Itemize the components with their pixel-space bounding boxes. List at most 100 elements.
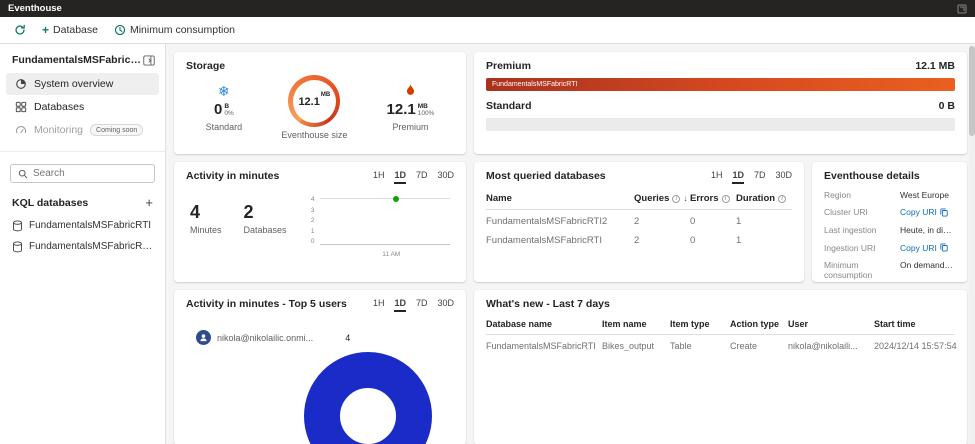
- detail-label: Minimum consumption: [824, 260, 873, 281]
- kql-databases-header: KQL databases: [12, 197, 89, 209]
- detail-label: Region: [824, 189, 851, 200]
- cell-queries: 2: [634, 216, 640, 227]
- copy-ingestion-uri-link[interactable]: Copy URI: [900, 243, 948, 253]
- chart-data-point[interactable]: [392, 195, 399, 202]
- add-database-button[interactable]: + Database: [35, 21, 105, 39]
- premium-bar-label: FundamentalsMSFabricRTI: [492, 81, 578, 88]
- refresh-icon: [14, 24, 26, 36]
- cell-name: FundamentalsMSFabricRTI2: [486, 216, 608, 227]
- col-errors[interactable]: Errors i: [690, 193, 736, 204]
- standard-row-label: Standard: [486, 100, 532, 112]
- tab-7d[interactable]: 7D: [753, 170, 766, 180]
- table-row[interactable]: FundamentalsMSFabricRTI Bikes_output Tab…: [486, 335, 957, 357]
- whats-new-header: Database name Item name Item type Action…: [486, 310, 955, 335]
- search-icon: [18, 169, 28, 179]
- cell-database: FundamentalsMSFabricRTI: [486, 341, 596, 351]
- main-dashboard: Storage ❄ 0 B 0% Standard 12.1MB Eventhous: [166, 44, 975, 444]
- search-input[interactable]: [33, 168, 147, 179]
- tab-1d[interactable]: 1D: [732, 170, 744, 184]
- col-duration[interactable]: Duration i: [736, 193, 792, 204]
- detail-label: Last ingestion: [824, 224, 877, 235]
- tab-1d[interactable]: 1D: [394, 298, 406, 312]
- ytick: 4: [310, 196, 315, 203]
- refresh-button[interactable]: [7, 21, 33, 39]
- detail-row: Region West Europe: [824, 190, 955, 200]
- databases-icon: [14, 101, 27, 113]
- detail-value: West Europe: [900, 189, 949, 200]
- col-item-name[interactable]: Item name: [602, 319, 647, 329]
- premium-storage-metric: 12.1 MB 100% Premium: [387, 83, 435, 132]
- gauge-unit: MB: [320, 92, 331, 98]
- cell-duration: 1: [736, 235, 742, 246]
- kql-database-item[interactable]: FundamentalsMSFabricRTI2: [0, 236, 165, 257]
- databases-value: 2: [243, 202, 254, 222]
- col-name[interactable]: Name: [486, 193, 512, 204]
- add-kql-database-icon[interactable]: +: [145, 195, 153, 210]
- premium-usage-card: Premium 12.1 MB FundamentalsMSFabricRTI …: [474, 52, 967, 154]
- tab-30d[interactable]: 30D: [437, 298, 454, 308]
- premium-pct: 100%: [417, 110, 435, 118]
- detail-label: Cluster URI: [824, 207, 868, 218]
- activity-card: Activity in minutes 1H 1D 7D 30D 4 Minut…: [174, 162, 466, 282]
- tab-30d[interactable]: 30D: [775, 170, 792, 180]
- chart-gridline: [319, 198, 450, 199]
- table-row[interactable]: FundamentalsMSFabricRTI2 2 0 1: [486, 210, 792, 229]
- minimum-consumption-button[interactable]: Minimum consumption: [107, 21, 242, 39]
- tab-30d[interactable]: 30D: [437, 170, 454, 180]
- tab-1h[interactable]: 1H: [372, 298, 385, 308]
- eventhouse-details-card: Eventhouse details Region West Europe Cl…: [812, 162, 967, 282]
- col-label: Duration: [736, 193, 776, 204]
- expand-icon[interactable]: [957, 4, 967, 14]
- collapse-pane-icon[interactable]: [143, 54, 155, 66]
- detail-row: Cluster URI Copy URI: [824, 207, 955, 217]
- overview-icon: [14, 78, 27, 90]
- coming-soon-badge: Coming soon: [90, 124, 144, 136]
- monitoring-icon: [14, 124, 27, 136]
- cell-errors: 0: [690, 235, 696, 246]
- table-row[interactable]: FundamentalsMSFabricRTI 2 0 1: [486, 229, 792, 248]
- most-queried-title: Most queried databases: [486, 170, 606, 182]
- col-start-time[interactable]: Start time: [874, 319, 916, 329]
- kql-database-name: FundamentalsMSFabricRTI: [29, 220, 152, 231]
- scrollbar-thumb[interactable]: [969, 46, 975, 136]
- col-item-type[interactable]: Item type: [670, 319, 710, 329]
- top-users-card: Activity in minutes - Top 5 users 1H 1D …: [174, 290, 466, 444]
- vertical-scrollbar[interactable]: [969, 44, 975, 444]
- cell-name: FundamentalsMSFabricRTI: [486, 235, 602, 246]
- donut-chart[interactable]: [304, 352, 432, 444]
- copy-cluster-uri-link[interactable]: Copy URI: [900, 207, 948, 217]
- gauge-label: Eventhouse size: [281, 130, 348, 140]
- divider: [0, 151, 165, 152]
- sidebar-item-databases[interactable]: Databases: [6, 96, 159, 118]
- standard-storage-metric: ❄ 0 B 0% Standard: [206, 83, 243, 132]
- search-input-wrap: [10, 164, 155, 183]
- info-icon: i: [672, 194, 681, 203]
- eventhouse-name: FundamentalsMSFabricRTI: [12, 54, 143, 66]
- col-action-type[interactable]: Action type: [730, 319, 780, 329]
- tab-1d[interactable]: 1D: [394, 170, 406, 184]
- tab-1h[interactable]: 1H: [710, 170, 723, 180]
- sidebar-item-label: Monitoring: [34, 124, 84, 136]
- legend-user: nikola@nikolailic.onmi...: [217, 332, 314, 343]
- premium-label: Premium: [392, 122, 429, 132]
- tab-1h[interactable]: 1H: [372, 170, 385, 180]
- sidebar-item-label: Databases: [34, 101, 85, 113]
- tab-7d[interactable]: 7D: [415, 170, 428, 180]
- copy-icon: [940, 243, 948, 252]
- tab-7d[interactable]: 7D: [415, 298, 428, 308]
- col-database-name[interactable]: Database name: [486, 319, 553, 329]
- detail-row: Ingestion URI Copy URI: [824, 243, 955, 253]
- legend-value: 4: [345, 332, 351, 343]
- add-database-label: Database: [53, 24, 98, 36]
- details-title: Eventhouse details: [824, 170, 920, 182]
- col-user[interactable]: User: [788, 319, 809, 329]
- chart-x-label: 11 AM: [382, 251, 401, 258]
- minutes-metric: 4 Minutes: [190, 202, 222, 235]
- kql-database-item[interactable]: FundamentalsMSFabricRTI: [0, 215, 165, 236]
- app-title: Eventhouse: [8, 3, 62, 14]
- donut-legend-item[interactable]: nikola@nikolailic.onmi... 4: [196, 330, 454, 345]
- col-queries[interactable]: Queries i ↓: [634, 193, 690, 204]
- premium-usage-bar[interactable]: FundamentalsMSFabricRTI: [486, 78, 955, 91]
- databases-label: Databases: [243, 225, 287, 235]
- sidebar-item-system-overview[interactable]: System overview: [6, 73, 159, 95]
